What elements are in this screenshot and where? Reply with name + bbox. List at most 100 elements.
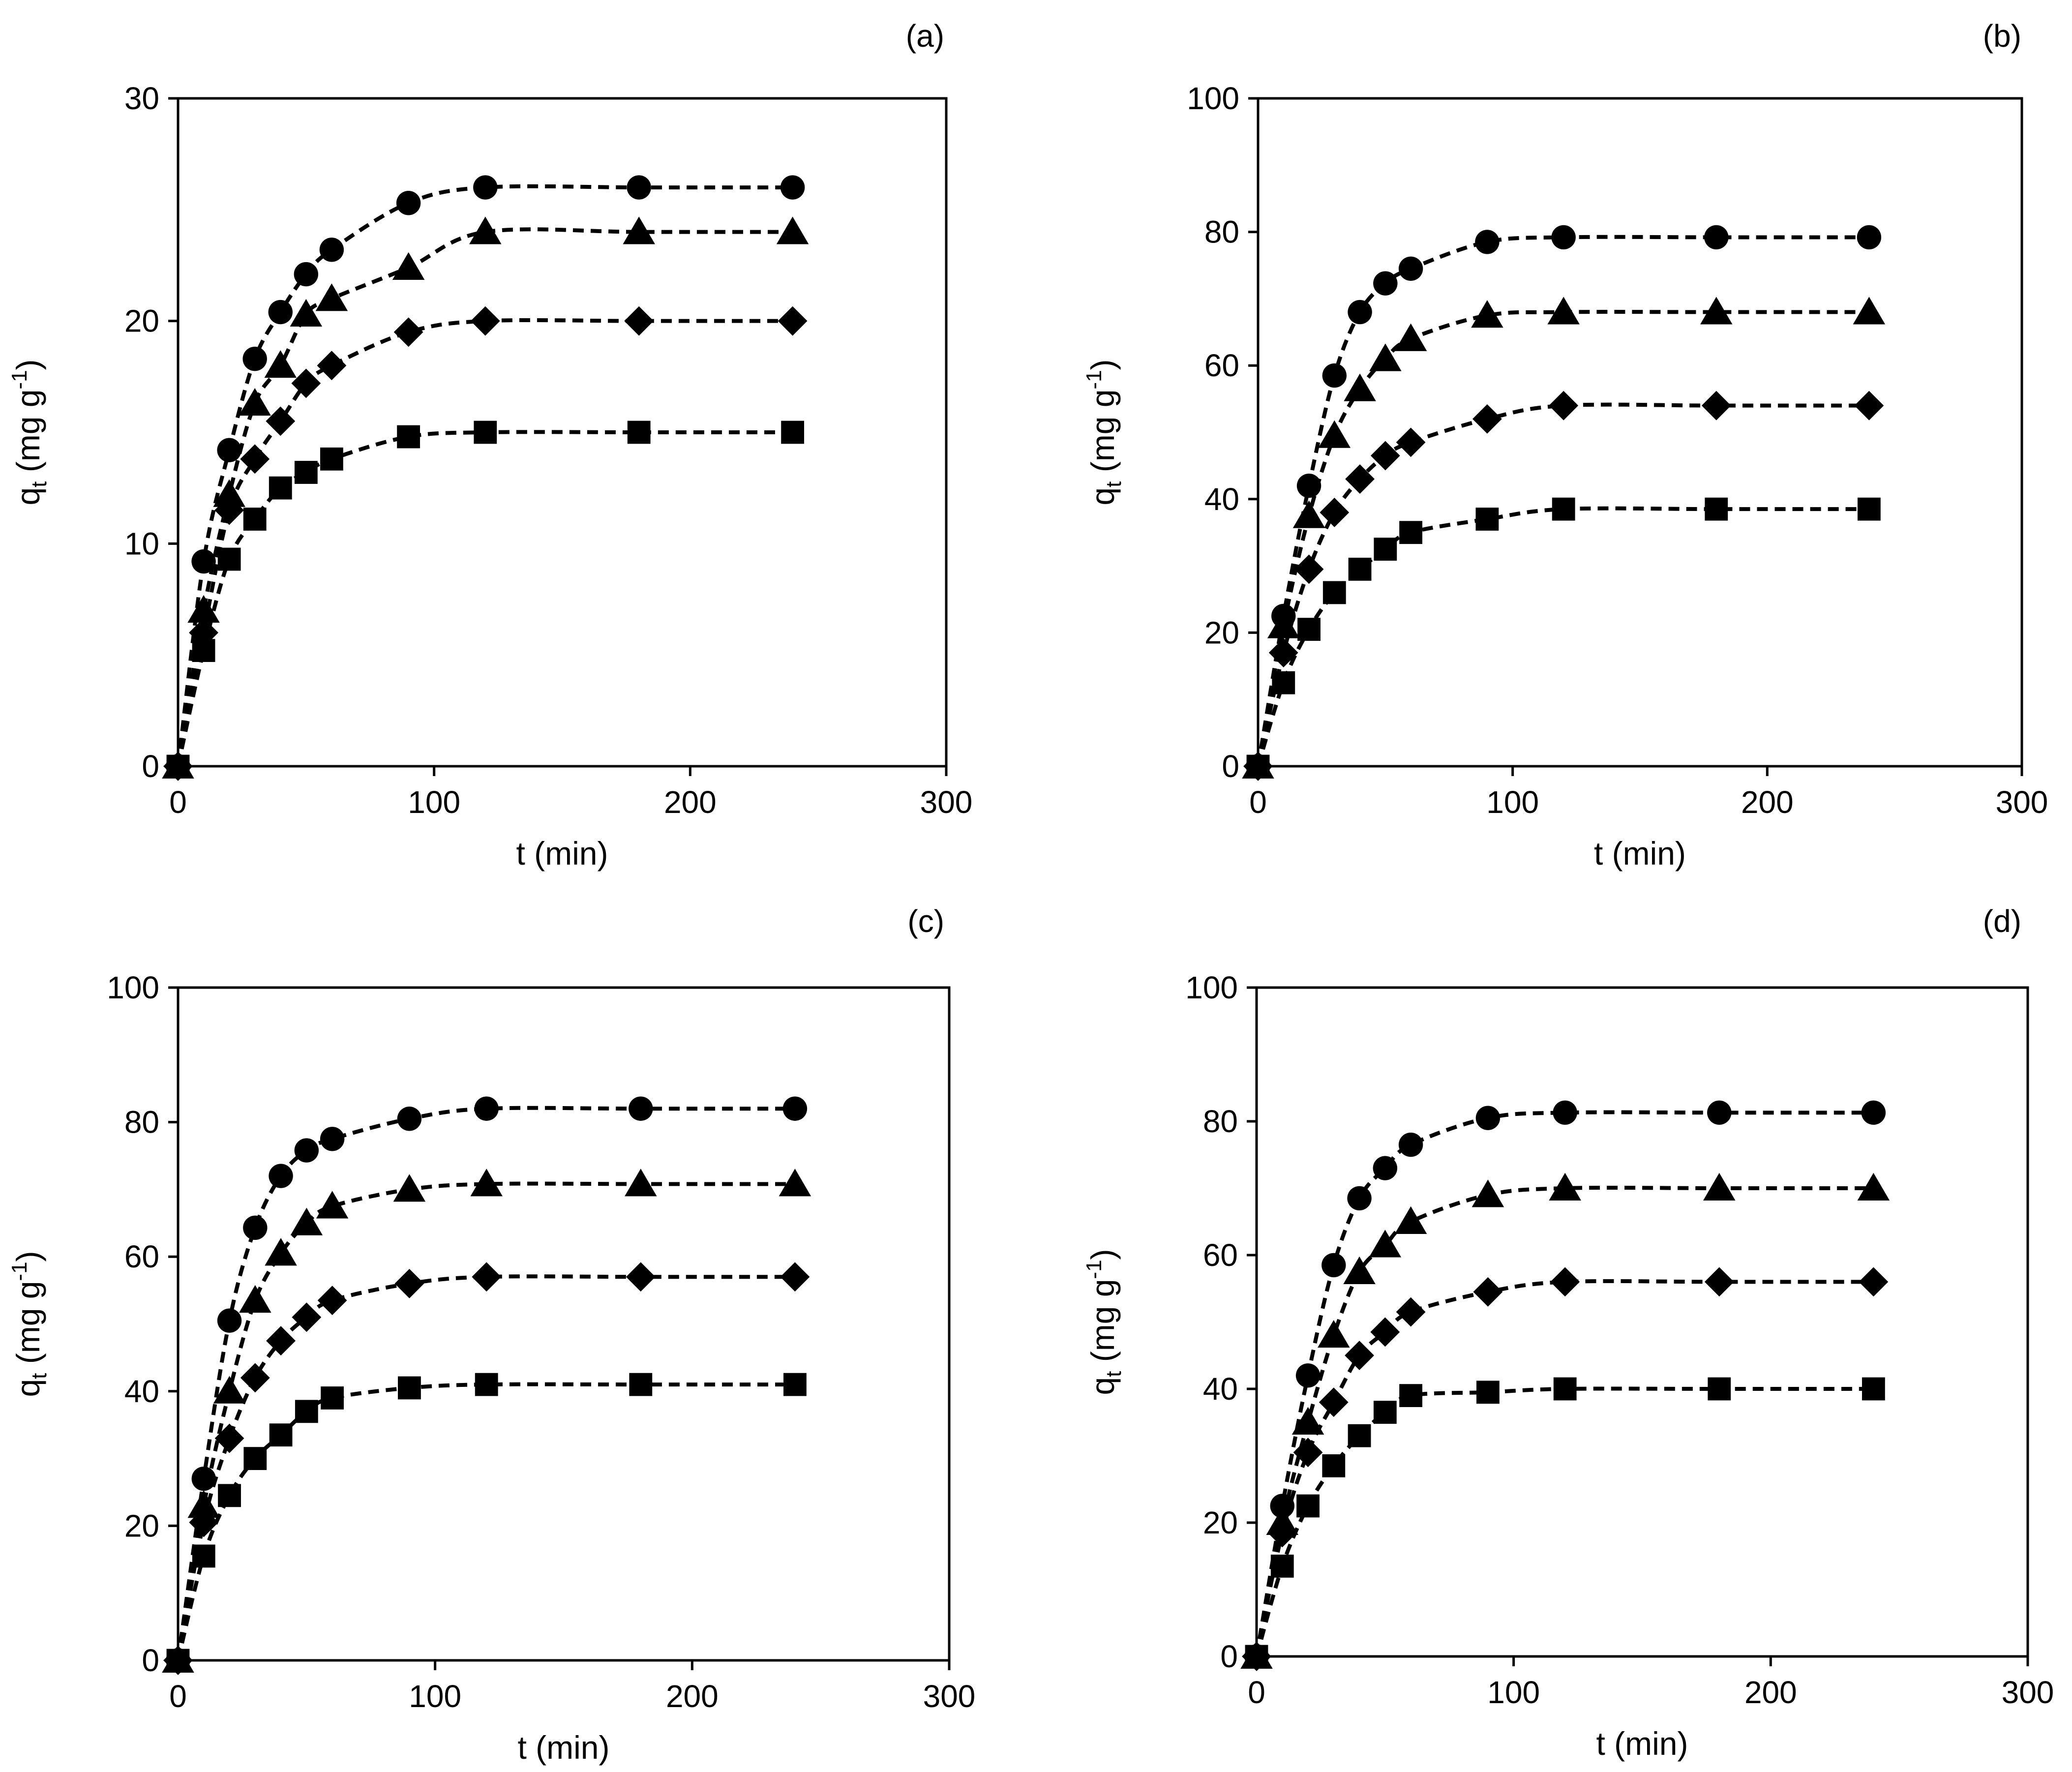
plot-frame-d [1255,986,2029,1658]
panel-a: 0 100 200 300 0 10 20 30 t (min) qt (mg g-1) (a) [7,18,972,871]
data-point-a-diamond-1 [189,618,218,648]
data-point-c-circle-4 [269,1164,293,1188]
data-point-a-diamond-3 [240,444,270,474]
data-point-d-triangle-7 [1471,1179,1504,1207]
data-point-b-diamond-4 [1345,464,1375,494]
x-axis-label-c: t (min) [518,1729,610,1766]
y-tick-label-b-2: 40 [1204,481,1239,517]
data-point-a-circle-3 [242,346,267,371]
data-point-b-diamond-2 [1294,554,1324,584]
data-point-d-triangle-10 [1857,1172,1890,1201]
data-point-d-circle-8 [1553,1100,1577,1125]
data-point-c-diamond-8 [472,1262,502,1292]
x-tick-label-b-3: 300 [1996,784,2048,820]
data-point-a-diamond-7 [393,317,423,347]
data-point-a-square-1 [192,639,215,662]
data-point-d-diamond-5 [1370,1317,1400,1347]
y-axis-label-c: qt (mg g-1) [7,1251,51,1397]
panel-c: 0 100 200 300 0 20 40 60 80 100 t (min) qt (mg g-1)… [7,903,975,1766]
y-tick-label-a-3: 30 [124,81,159,116]
series-line-d-diamond [1255,1279,1874,1657]
data-point-b-circle-8 [1551,225,1576,250]
data-point-d-square-6 [1399,1384,1422,1407]
data-point-c-triangle-4 [265,1238,297,1266]
data-point-b-triangle-3 [1318,420,1351,448]
series-line-c-circle [176,1106,795,1661]
data-point-b-diamond-5 [1370,441,1400,471]
x-tick-label-a-0: 0 [169,784,187,820]
data-point-a-square-0 [166,754,190,778]
y-tick-label-b-4: 80 [1204,214,1239,250]
data-point-b-triangle-5 [1369,343,1402,371]
data-point-c-diamond-6 [317,1286,347,1316]
y-tick-label-a-2: 20 [124,303,159,339]
plot-frame-a [177,97,948,768]
x-tick-label-d-2: 200 [1744,1675,1797,1710]
data-point-b-square-10 [1858,497,1881,521]
data-point-c-triangle-3 [239,1285,271,1313]
panel-label-c: (c) [907,903,944,939]
data-point-a-circle-10 [780,175,805,200]
data-point-c-square-3 [243,1447,267,1470]
data-point-d-circle-6 [1398,1132,1423,1157]
data-point-b-square-0 [1246,754,1270,778]
x-tick-label-a-3: 300 [920,784,973,820]
data-point-a-circle-4 [268,300,293,325]
data-point-c-diamond-2 [214,1423,244,1453]
data-point-b-triangle-9 [1700,297,1733,325]
data-point-b-triangle-7 [1471,300,1503,328]
data-point-c-circle-7 [397,1107,422,1131]
data-point-a-triangle-9 [623,216,655,244]
data-point-a-square-3 [243,508,267,531]
y-tick-label-c-0: 0 [142,1643,159,1678]
data-point-a-square-5 [294,461,318,484]
x-tick-label-a-1: 100 [408,784,460,820]
data-point-d-triangle-2 [1291,1407,1324,1435]
data-point-c-diamond-10 [780,1262,810,1292]
data-point-c-square-0 [166,1649,190,1672]
panel-label-d: (d) [1983,903,2021,939]
data-point-c-square-9 [629,1373,653,1396]
series-line-a-diamond [176,318,793,767]
x-tick-label-c-0: 0 [169,1679,187,1714]
data-point-c-square-10 [783,1373,807,1396]
data-point-b-diamond-1 [1268,638,1298,668]
plot-frame-c [177,986,951,1662]
x-tick-label-d-1: 100 [1487,1675,1540,1710]
y-tick-label-d-0: 0 [1220,1639,1238,1674]
data-point-b-square-3 [1322,581,1346,604]
data-point-c-square-4 [269,1423,293,1447]
x-axis-label-d: t (min) [1596,1725,1688,1762]
y-tick-label-d-4: 80 [1203,1104,1238,1139]
series-line-a-square [176,430,793,767]
y-tick-label-a-0: 0 [142,749,159,784]
data-point-d-square-0 [1245,1645,1268,1668]
panel-label-b: (b) [1983,18,2021,54]
data-point-b-square-4 [1348,557,1372,581]
data-point-c-circle-8 [474,1096,499,1121]
data-point-a-circle-1 [191,549,216,574]
y-tick-label-d-5: 100 [1185,970,1238,1005]
data-point-d-triangle-5 [1369,1230,1402,1258]
data-point-a-triangle-1 [187,595,220,623]
data-point-a-diamond-6 [317,351,347,381]
data-point-c-diamond-5 [292,1302,322,1332]
x-tick-label-b-2: 200 [1741,784,1794,820]
data-point-a-triangle-4 [264,350,297,378]
y-tick-label-c-1: 20 [124,1508,159,1543]
data-point-c-triangle-1 [187,1490,220,1518]
y-tick-label-d-1: 20 [1203,1505,1238,1540]
data-point-b-diamond-10 [1854,390,1884,420]
data-point-a-square-8 [474,420,497,444]
data-point-c-circle-2 [217,1308,242,1333]
y-tick-label-c-5: 100 [107,970,159,1005]
data-point-d-square-8 [1553,1377,1577,1401]
x-tick-label-a-2: 200 [664,784,717,820]
y-axis-label-b: qt (mg g-1) [1082,359,1126,505]
data-point-b-diamond-3 [1320,498,1350,527]
data-point-b-triangle-10 [1853,297,1886,325]
data-point-d-triangle-9 [1703,1172,1736,1201]
data-point-d-diamond-9 [1704,1267,1734,1297]
data-point-d-diamond-1 [1267,1518,1297,1548]
series-line-b-diamond [1256,402,1869,767]
